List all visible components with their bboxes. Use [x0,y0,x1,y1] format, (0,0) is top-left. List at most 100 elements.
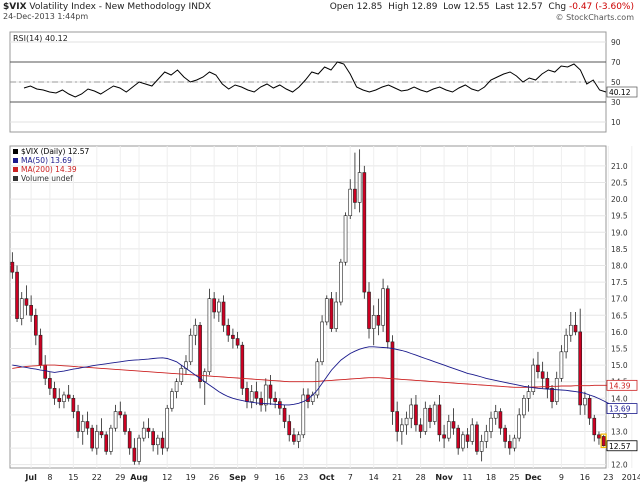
date-tick-label: 22 [92,473,102,482]
candle [475,421,479,455]
date-tick-label: Oct [319,473,335,482]
candle-body-down [376,314,381,326]
price-tick-label: 15.5 [611,344,628,353]
candle [470,418,475,445]
candle-body-up [484,431,489,442]
date-tick-label: 9 [559,473,564,482]
candle-body-up [400,424,404,432]
rsi-tick-label: 30 [611,98,621,107]
candle [531,358,536,395]
candle-body-up [493,411,498,419]
date-tick-label: Jul [24,473,37,482]
candle [85,411,90,435]
candle-body-down [587,397,592,419]
candle-body-up [217,301,221,313]
candle-body-up [339,261,343,303]
ma50-line [12,346,623,410]
candle [99,418,104,439]
rsi-line [23,61,607,98]
candle-body-down [273,397,277,402]
candle-body-down [132,447,137,462]
candle [493,404,498,425]
candle [465,428,470,449]
candle-body-up [423,407,428,432]
candle-body-down [498,411,503,429]
price-label-box [606,379,638,391]
candle [29,295,33,322]
candle-body-down [127,431,132,449]
symbol: $VIX [3,2,27,12]
price-tick-label: 19.5 [611,212,628,221]
candle-body-down [287,421,292,436]
candle [207,288,212,376]
candle [160,431,165,455]
candle-body-up [320,321,324,363]
chart-date: 24-Dec-2013 1:44pm [3,12,89,21]
price-label: 14.39 [609,381,631,390]
candle-body-up [512,437,517,449]
candle-body-up [348,188,353,217]
candle [123,411,127,435]
candle [249,385,254,409]
candle [259,391,263,412]
price-tick-label: 16.5 [611,311,628,320]
candle-body-down [43,364,48,379]
candle-body-up [170,391,174,409]
last-value: 12.57 [516,2,543,12]
candle-body-down [367,291,371,329]
candle [254,381,259,405]
candle [170,388,174,412]
candle-body-down [353,188,357,203]
candle-body-up [432,404,437,422]
ma200-line [12,364,623,388]
candle [19,292,24,326]
price-tick-label: 13.5 [611,411,628,420]
exchange: INDX [188,2,212,12]
low-label: Low [443,2,461,12]
candle-body-up [296,434,301,442]
candle [409,398,414,429]
candle-body-down [540,371,545,379]
candle-body-up [62,394,66,402]
price-tick-label: 18.5 [611,245,628,254]
candle [437,394,442,442]
date-tick-label: Nov [435,473,453,482]
rsi-tick-label: 50 [611,78,621,87]
candle [564,328,568,359]
candle [390,335,395,425]
candle-body-up [522,397,526,416]
candle [536,351,540,379]
candle-body-up [409,404,414,419]
candle [343,212,348,266]
price-frame [9,145,607,469]
candle-body-down [456,427,460,449]
candle-body-up [489,417,493,432]
candle-body-up [193,324,198,336]
candle [479,434,484,462]
candle [151,428,155,452]
legend-swatch [13,149,18,154]
price-tick-label: 21.0 [611,162,628,171]
candle [451,408,456,435]
candle [568,311,573,342]
candle [484,424,489,449]
candle [526,385,531,412]
candle-body-down [33,314,38,336]
candle [15,265,19,322]
date-tick-label: 26 [209,473,219,482]
candle [90,424,94,452]
candle [315,358,320,399]
candle [446,414,451,442]
candle-body-up [156,437,160,446]
candle [76,404,80,439]
candle [339,258,343,306]
candle [348,179,353,220]
candle [137,434,141,465]
candle-body-up [324,298,329,323]
low-value: 12.55 [463,2,490,12]
candle-body-down [99,431,104,436]
candle [371,305,376,346]
last-label: Last [495,2,515,12]
candle [240,341,245,395]
candle [109,424,113,455]
